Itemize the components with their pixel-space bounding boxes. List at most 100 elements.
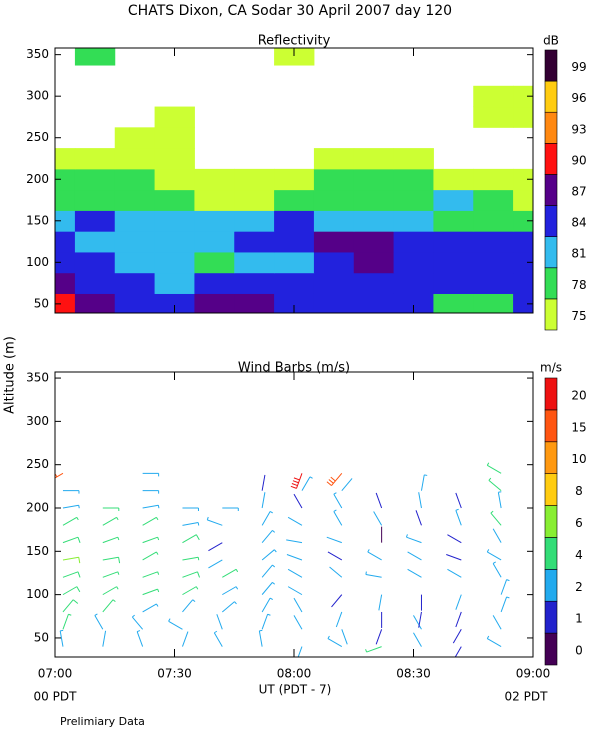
wind-barb xyxy=(62,586,81,596)
wind-barb xyxy=(333,509,343,526)
wind-barb xyxy=(142,551,159,561)
colorbar-label: m/s xyxy=(540,361,562,375)
wind-barb xyxy=(455,508,462,526)
wind-barb xyxy=(142,571,160,578)
colorbar-tick-label: 8 xyxy=(575,484,583,498)
wind-barb xyxy=(375,492,383,509)
reflectivity-cell xyxy=(114,148,156,170)
reflectivity-cell xyxy=(433,189,474,211)
reflectivity-cell xyxy=(194,293,235,313)
wind-barb xyxy=(293,597,303,613)
reflectivity-cell xyxy=(313,293,355,313)
reflectivity-cell xyxy=(114,168,156,191)
wind-barb xyxy=(213,630,223,647)
reflectivity-cell xyxy=(353,251,395,274)
wind-barb xyxy=(341,629,348,645)
reflectivity-cell xyxy=(313,168,355,191)
wind-barb xyxy=(182,586,199,596)
reflectivity-cell xyxy=(55,272,76,294)
reflectivity-cell xyxy=(74,251,116,274)
plot-area xyxy=(55,48,533,313)
colorbar-tick-label: 1 xyxy=(575,612,583,626)
reflectivity-cell xyxy=(433,272,474,294)
wind-barb xyxy=(208,559,223,569)
wind-barb xyxy=(327,551,343,561)
colorbar-box xyxy=(544,505,558,538)
reflectivity-cell xyxy=(513,106,533,128)
wind-barb xyxy=(454,646,462,657)
wind-barb xyxy=(142,536,160,544)
reflectivity-cell xyxy=(274,231,315,253)
colorbar-tick-label: 4 xyxy=(575,548,583,562)
y-tick-label: 100 xyxy=(26,587,49,601)
wind-barb xyxy=(420,474,428,491)
reflectivity-cell xyxy=(194,272,235,294)
reflectivity-cell xyxy=(353,210,395,232)
wind-barb xyxy=(333,492,343,509)
wind-barb xyxy=(102,571,120,578)
wind-barb xyxy=(261,613,271,630)
reflectivity-cell xyxy=(473,106,514,128)
y-tick-label: 300 xyxy=(26,414,49,428)
colorbar-box xyxy=(544,236,558,269)
reflectivity-cell xyxy=(154,293,195,313)
reflectivity-cell xyxy=(154,272,195,294)
wind-barb xyxy=(102,556,121,564)
reflectivity-cell xyxy=(55,210,76,232)
x-tick-label: 08:30 xyxy=(396,667,431,681)
wind-barb xyxy=(102,630,107,647)
wind-barb xyxy=(142,603,159,613)
wind-barb xyxy=(182,556,200,561)
colorbar-box xyxy=(544,111,558,144)
wind-barb xyxy=(331,594,343,608)
wind-barb xyxy=(286,554,303,561)
y-tick-label: 250 xyxy=(26,457,49,471)
wind-barb xyxy=(182,599,196,613)
wind-barb xyxy=(365,571,382,578)
colorbar-box xyxy=(544,473,558,506)
wind-barb xyxy=(62,599,79,613)
reflectivity-cell xyxy=(513,189,533,211)
colorbar-tick-label: 10 xyxy=(571,452,586,466)
reflectivity-cell xyxy=(513,85,533,108)
wind-barb xyxy=(500,579,510,595)
reflectivity-cell xyxy=(513,293,533,313)
wind-barb xyxy=(500,596,510,613)
colorbar-box xyxy=(544,537,558,570)
wind-barb xyxy=(490,510,502,526)
reflectivity-cell xyxy=(114,189,156,211)
panel-title: Reflectivity xyxy=(258,34,331,49)
reflectivity-cell xyxy=(234,231,275,253)
wind-barb xyxy=(287,586,303,596)
wind-barb xyxy=(102,507,120,512)
wind-barb xyxy=(290,473,303,489)
wind-barb xyxy=(62,490,80,494)
wind-barb xyxy=(181,631,189,647)
reflectivity-cell xyxy=(114,293,156,313)
reflectivity-cell xyxy=(473,210,514,232)
wind-barb xyxy=(182,522,200,526)
reflectivity-cell xyxy=(114,272,156,294)
wind-barb xyxy=(102,599,116,613)
wind-barb xyxy=(405,534,422,544)
wind-barb xyxy=(261,581,276,595)
reflectivity-cell xyxy=(114,127,156,149)
reflectivity-cell xyxy=(274,251,315,274)
reflectivity-cell xyxy=(74,168,116,191)
y-tick-label: 150 xyxy=(26,544,49,558)
colorbar-tick-label: 81 xyxy=(571,247,586,261)
colorbar-box xyxy=(544,205,558,237)
reflectivity-cell xyxy=(154,148,195,170)
reflectivity-cell xyxy=(274,168,315,191)
wind-barb xyxy=(102,516,119,526)
x-axis-label: UT (PDT - 7) xyxy=(259,683,332,697)
x-tick-label: 07:30 xyxy=(157,667,192,681)
wind-barb xyxy=(142,588,160,596)
reflectivity-cell xyxy=(55,231,76,253)
reflectivity-cell xyxy=(154,231,195,253)
right-note: 02 PDT xyxy=(505,690,549,704)
reflectivity-cell xyxy=(393,168,434,191)
y-tick-label: 350 xyxy=(26,371,49,385)
colorbar-label: dB xyxy=(543,34,559,48)
colorbar-tick-label: 99 xyxy=(571,60,586,74)
